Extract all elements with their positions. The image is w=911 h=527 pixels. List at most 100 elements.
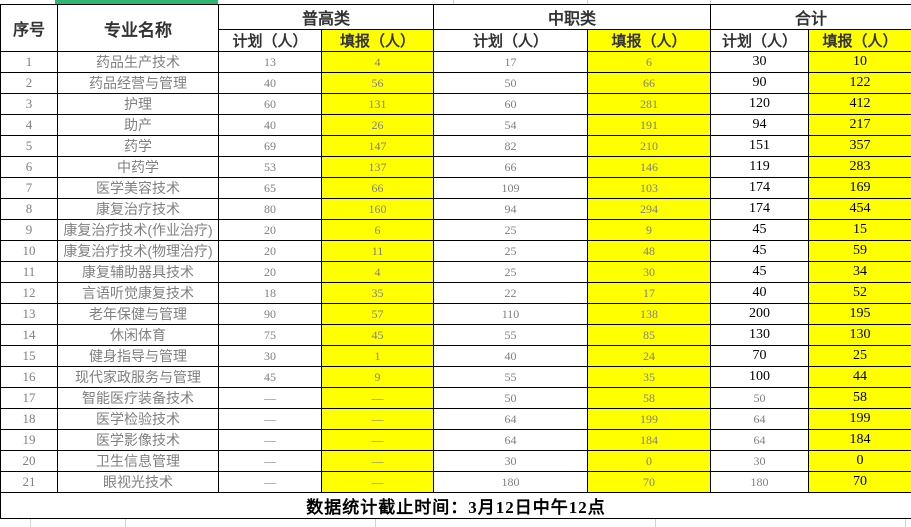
- row-number: 20: [0, 450, 58, 472]
- total-fill: 59: [808, 240, 911, 262]
- total-plan: 30: [710, 450, 810, 472]
- major-name: 药品经营与管理: [57, 72, 219, 94]
- zhongzhi-fill: 184: [587, 429, 712, 451]
- pugao-fill: 57: [320, 303, 435, 325]
- total-plan: 174: [710, 177, 810, 199]
- total-plan: 130: [710, 324, 810, 346]
- total-plan: 119: [710, 156, 810, 178]
- total-fill: 357: [808, 135, 911, 157]
- table-row: 12 言语听觉康复技术 18 35 22 17 40 52: [0, 282, 911, 304]
- zhongzhi-plan: 17: [433, 51, 589, 73]
- table-row: 9 康复治疗技术(作业治疗) 20 6 25 9 45 15: [0, 219, 911, 241]
- pugao-plan: —: [218, 429, 322, 451]
- major-name: 康复辅助器具技术: [57, 261, 219, 283]
- pugao-plan: 20: [218, 219, 322, 241]
- header-pugao-fill: 填报（人）: [320, 29, 435, 52]
- zhongzhi-fill: 146: [587, 156, 712, 178]
- header-total-fill: 填报（人）: [808, 29, 911, 52]
- zhongzhi-plan: 22: [433, 282, 589, 304]
- zhongzhi-fill: 85: [587, 324, 712, 346]
- table-row: 18 医学检验技术 — — 64 199 64 199: [0, 408, 911, 430]
- table-row: 21 眼视光技术 — — 180 70 180 70: [0, 471, 911, 493]
- major-name: 医学影像技术: [57, 429, 219, 451]
- zhongzhi-fill: 294: [587, 198, 712, 220]
- table-row: 15 健身指导与管理 30 1 40 24 70 25: [0, 345, 911, 367]
- total-plan: 30: [710, 51, 810, 73]
- pugao-fill: 11: [320, 240, 435, 262]
- zhongzhi-plan: 60: [433, 93, 589, 115]
- pugao-plan: 18: [218, 282, 322, 304]
- total-plan: 45: [710, 261, 810, 283]
- gridline-stub: [375, 519, 376, 527]
- pugao-plan: 20: [218, 261, 322, 283]
- total-plan: 100: [710, 366, 810, 388]
- table-row: 16 现代家政服务与管理 45 9 55 35 100 44: [0, 366, 911, 388]
- total-fill: 34: [808, 261, 911, 283]
- major-name: 药学: [57, 135, 219, 157]
- pugao-plan: —: [218, 450, 322, 472]
- major-name: 言语听觉康复技术: [57, 282, 219, 304]
- pugao-plan: 20: [218, 240, 322, 262]
- gridline-stub: [125, 519, 126, 527]
- major-name: 中药学: [57, 156, 219, 178]
- row-number: 12: [0, 282, 58, 304]
- gridline-stub: [710, 0, 711, 4]
- total-fill: 169: [808, 177, 911, 199]
- row-number: 7: [0, 177, 58, 199]
- pugao-fill: —: [320, 450, 435, 472]
- pugao-fill: 4: [320, 261, 435, 283]
- zhongzhi-fill: 210: [587, 135, 712, 157]
- row-number: 2: [0, 72, 58, 94]
- table-row: 17 智能医疗装备技术 — — 50 58 50 58: [0, 387, 911, 409]
- pugao-plan: 53: [218, 156, 322, 178]
- row-number: 9: [0, 219, 58, 241]
- total-plan: 70: [710, 345, 810, 367]
- table-row: 4 助产 40 26 54 191 94 217: [0, 114, 911, 136]
- total-fill: 199: [808, 408, 911, 430]
- zhongzhi-plan: 110: [433, 303, 589, 325]
- zhongzhi-plan: 55: [433, 366, 589, 388]
- zhongzhi-plan: 30: [433, 450, 589, 472]
- zhongzhi-fill: 199: [587, 408, 712, 430]
- pugao-plan: 80: [218, 198, 322, 220]
- zhongzhi-plan: 50: [433, 72, 589, 94]
- gridline-stub: [905, 519, 906, 527]
- zhongzhi-plan: 55: [433, 324, 589, 346]
- total-fill: 10: [808, 51, 911, 73]
- row-number: 11: [0, 261, 58, 283]
- total-plan: 174: [710, 198, 810, 220]
- total-plan: 45: [710, 240, 810, 262]
- gridline-stub: [587, 0, 588, 4]
- table-row: 14 休闲体育 75 45 55 85 130 130: [0, 324, 911, 346]
- zhongzhi-fill: 70: [587, 471, 712, 493]
- header-pugao-plan: 计划（人）: [218, 29, 322, 52]
- zhongzhi-fill: 30: [587, 261, 712, 283]
- major-name: 老年保健与管理: [57, 303, 219, 325]
- major-name: 药品生产技术: [57, 51, 219, 73]
- enrollment-table: 序号 专业名称 普高类 中职类 合计 计划（人） 填报（人） 计划（人） 填报（…: [0, 4, 911, 519]
- header-total-plan: 计划（人）: [710, 29, 810, 52]
- pugao-plan: 13: [218, 51, 322, 73]
- zhongzhi-plan: 82: [433, 135, 589, 157]
- pugao-plan: —: [218, 387, 322, 409]
- header-no: 序号: [0, 4, 58, 52]
- pugao-fill: 137: [320, 156, 435, 178]
- total-fill: 130: [808, 324, 911, 346]
- zhongzhi-fill: 0: [587, 450, 712, 472]
- total-fill: 122: [808, 72, 911, 94]
- row-number: 10: [0, 240, 58, 262]
- row-number: 14: [0, 324, 58, 346]
- header-group-zhongzhi: 中职类: [433, 4, 712, 30]
- pugao-plan: 69: [218, 135, 322, 157]
- zhongzhi-fill: 138: [587, 303, 712, 325]
- zhongzhi-fill: 24: [587, 345, 712, 367]
- zhongzhi-fill: 66: [587, 72, 712, 94]
- major-name: 护理: [57, 93, 219, 115]
- bottom-gridline-strip: [0, 519, 911, 527]
- total-fill: 217: [808, 114, 911, 136]
- pugao-fill: 6: [320, 219, 435, 241]
- zhongzhi-fill: 9: [587, 219, 712, 241]
- gridline-stub: [453, 0, 454, 4]
- total-fill: 184: [808, 429, 911, 451]
